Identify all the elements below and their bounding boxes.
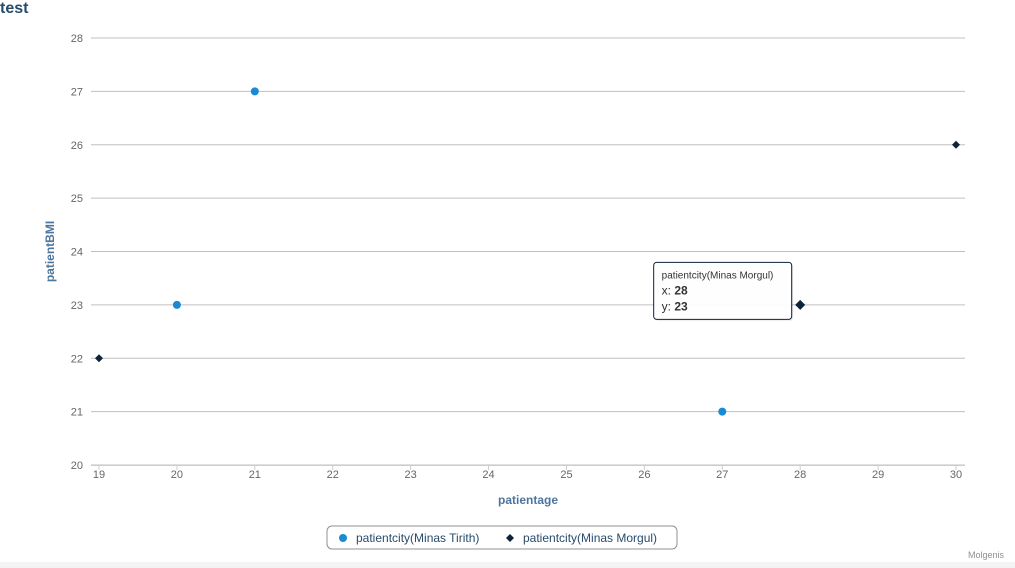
x-tick-label-27: 27 [716,469,728,481]
legend-label-minas-morgul: patientcity(Minas Morgul) [523,531,657,545]
legend: patientcity(Minas Tirith) patientcity(Mi… [326,525,678,550]
tooltip: patientcity(Minas Morgul) x: 28 y: 23 [653,261,794,321]
y-tick-label-28: 28 [71,33,83,45]
tooltip-y-line: y: 23 [662,299,688,313]
x-tick-label-23: 23 [405,469,417,481]
legend-label-minas-tirith: patientcity(Minas Tirith) [356,531,479,545]
tooltip-series-name: patientcity(Minas Morgul) [662,270,774,281]
credits-link[interactable]: Molgenis [968,550,1005,560]
data-point-s2-1[interactable] [95,354,103,363]
y-tick-label-25: 25 [71,193,83,205]
data-point-s1-1[interactable] [172,300,181,309]
data-point-s1-2[interactable] [250,87,259,96]
bottom-strip [0,562,1015,568]
x-tick-label-20: 20 [171,469,183,481]
y-axis-title: patientBMI [43,221,57,282]
x-tick-label-29: 29 [872,469,884,481]
data-point-s2-2[interactable] [795,299,806,310]
grid-lines [91,37,965,466]
tooltip-y-value: 23 [674,299,688,313]
legend-item-minas-morgul[interactable]: patientcity(Minas Morgul) [506,531,657,545]
x-tick-label-28: 28 [794,469,806,481]
circle-marker-icon [339,534,347,542]
x-axis-title: patientage [498,493,558,507]
x-tick-label-25: 25 [560,469,572,481]
x-tick-label-30: 30 [950,469,962,481]
y-tick-label-21: 21 [71,407,83,419]
legend-item-minas-tirith[interactable]: patientcity(Minas Tirith) [339,531,479,545]
tooltip-x-prefix: x: [662,283,675,297]
tooltip-x-value: 28 [674,283,688,297]
x-tick-label-26: 26 [638,469,650,481]
tooltip-y-prefix: y: [662,299,675,313]
y-tick-label-23: 23 [71,300,83,312]
diamond-marker-icon [506,534,514,542]
y-tick-label-22: 22 [71,353,83,365]
legend-box [326,525,678,550]
y-tick-label-26: 26 [71,140,83,152]
data-points [95,87,960,416]
y-axis-ticks: 20 21 22 23 24 25 26 27 28 [71,33,83,472]
chart-title: test [0,0,29,17]
x-tick-label-24: 24 [482,469,494,481]
x-tick-label-21: 21 [249,469,261,481]
x-tick-label-22: 22 [327,469,339,481]
y-tick-label-27: 27 [71,86,83,98]
x-tick-label-19: 19 [93,469,105,481]
tooltip-x-line: x: 28 [662,283,688,297]
data-point-s2-3[interactable] [952,140,960,149]
y-tick-label-24: 24 [71,247,83,259]
x-axis-ticks: 19 20 21 22 23 24 25 26 27 28 29 30 [93,465,962,481]
y-tick-label-20: 20 [71,460,83,472]
data-point-s1-3[interactable] [718,407,727,416]
tooltip-box [653,261,793,320]
